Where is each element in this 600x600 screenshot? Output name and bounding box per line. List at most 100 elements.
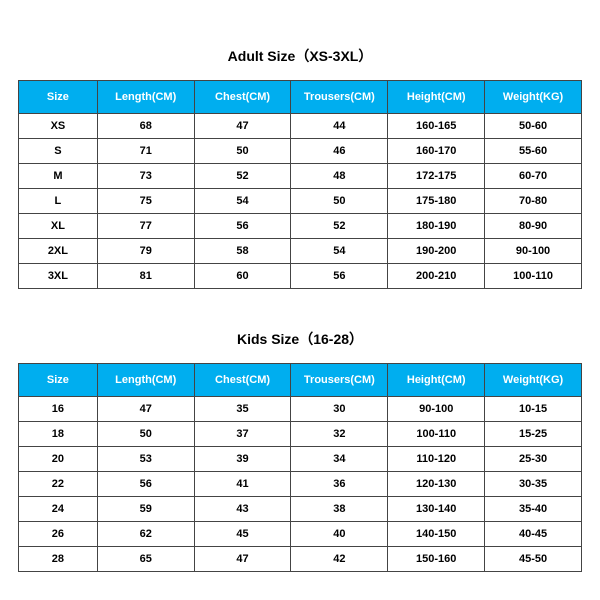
table-cell: 47 — [97, 397, 194, 422]
table-cell: 35-40 — [485, 497, 582, 522]
table-cell: 160-165 — [388, 114, 485, 139]
table-cell: 90-100 — [485, 239, 582, 264]
table-cell: 200-210 — [388, 264, 485, 289]
table-cell: 43 — [194, 497, 291, 522]
table-cell: 37 — [194, 422, 291, 447]
kids-size-title: Kids Size（16-28） — [18, 329, 582, 349]
table-cell: 40-45 — [485, 522, 582, 547]
table-cell: 100-110 — [388, 422, 485, 447]
col-size: Size — [19, 364, 98, 397]
table-cell: 58 — [194, 239, 291, 264]
table-cell: 59 — [97, 497, 194, 522]
table-cell: 150-160 — [388, 547, 485, 572]
table-cell: 56 — [291, 264, 388, 289]
table-row: 18503732100-11015-25 — [19, 422, 582, 447]
table-cell: 15-25 — [485, 422, 582, 447]
table-cell: 26 — [19, 522, 98, 547]
table-cell: 20 — [19, 447, 98, 472]
table-row: 24594338130-14035-40 — [19, 497, 582, 522]
table-cell: 77 — [97, 214, 194, 239]
table-cell: 160-170 — [388, 139, 485, 164]
table-cell: 35 — [194, 397, 291, 422]
table-cell: 50 — [97, 422, 194, 447]
col-size: Size — [19, 81, 98, 114]
col-weight: Weight(KG) — [485, 364, 582, 397]
table-row: 28654742150-16045-50 — [19, 547, 582, 572]
table-cell: 54 — [194, 189, 291, 214]
table-cell: 79 — [97, 239, 194, 264]
table-row: 1647353090-10010-15 — [19, 397, 582, 422]
table-cell: 60 — [194, 264, 291, 289]
table-cell: XL — [19, 214, 98, 239]
table-cell: 34 — [291, 447, 388, 472]
col-chest: Chest(CM) — [194, 81, 291, 114]
table-row: XS684744160-16550-60 — [19, 114, 582, 139]
col-height: Height(CM) — [388, 81, 485, 114]
table-row: XL775652180-19080-90 — [19, 214, 582, 239]
table-cell: 75 — [97, 189, 194, 214]
table-cell: 68 — [97, 114, 194, 139]
table-cell: S — [19, 139, 98, 164]
table-cell: 41 — [194, 472, 291, 497]
table-cell: 25-30 — [485, 447, 582, 472]
table-cell: 45 — [194, 522, 291, 547]
adult-size-title: Adult Size（XS-3XL） — [18, 46, 582, 66]
table-cell: 10-15 — [485, 397, 582, 422]
table-cell: 54 — [291, 239, 388, 264]
col-height: Height(CM) — [388, 364, 485, 397]
table-row: M735248172-17560-70 — [19, 164, 582, 189]
table-row: 2XL795854190-20090-100 — [19, 239, 582, 264]
col-length: Length(CM) — [97, 81, 194, 114]
table-cell: 190-200 — [388, 239, 485, 264]
table-cell: 73 — [97, 164, 194, 189]
table-cell: 24 — [19, 497, 98, 522]
table-cell: 53 — [97, 447, 194, 472]
table-cell: 47 — [194, 547, 291, 572]
col-trousers: Trousers(CM) — [291, 81, 388, 114]
table-cell: 30-35 — [485, 472, 582, 497]
col-length: Length(CM) — [97, 364, 194, 397]
table-cell: 40 — [291, 522, 388, 547]
table-cell: 38 — [291, 497, 388, 522]
table-cell: 180-190 — [388, 214, 485, 239]
table-cell: 50 — [291, 189, 388, 214]
table-cell: 46 — [291, 139, 388, 164]
col-chest: Chest(CM) — [194, 364, 291, 397]
table-cell: 172-175 — [388, 164, 485, 189]
table-cell: 45-50 — [485, 547, 582, 572]
table-cell: 18 — [19, 422, 98, 447]
table-cell: 36 — [291, 472, 388, 497]
table-row: S715046160-17055-60 — [19, 139, 582, 164]
table-cell: 71 — [97, 139, 194, 164]
table-cell: 70-80 — [485, 189, 582, 214]
table-cell: 120-130 — [388, 472, 485, 497]
table-cell: 30 — [291, 397, 388, 422]
table-cell: 110-120 — [388, 447, 485, 472]
table-cell: 44 — [291, 114, 388, 139]
table-cell: 55-60 — [485, 139, 582, 164]
table-cell: 50-60 — [485, 114, 582, 139]
table-cell: 175-180 — [388, 189, 485, 214]
table-header-row: Size Length(CM) Chest(CM) Trousers(CM) H… — [19, 364, 582, 397]
table-cell: L — [19, 189, 98, 214]
table-cell: 42 — [291, 547, 388, 572]
table-cell: 65 — [97, 547, 194, 572]
table-cell: 62 — [97, 522, 194, 547]
table-cell: 100-110 — [485, 264, 582, 289]
table-cell: 32 — [291, 422, 388, 447]
table-cell: 48 — [291, 164, 388, 189]
table-cell: 22 — [19, 472, 98, 497]
table-cell: 47 — [194, 114, 291, 139]
table-cell: 3XL — [19, 264, 98, 289]
table-cell: 81 — [97, 264, 194, 289]
table-row: 26624540140-15040-45 — [19, 522, 582, 547]
table-cell: 56 — [97, 472, 194, 497]
table-cell: 90-100 — [388, 397, 485, 422]
table-row: 3XL816056200-210100-110 — [19, 264, 582, 289]
table-cell: 16 — [19, 397, 98, 422]
col-trousers: Trousers(CM) — [291, 364, 388, 397]
kids-size-table: Size Length(CM) Chest(CM) Trousers(CM) H… — [18, 363, 582, 572]
table-cell: 60-70 — [485, 164, 582, 189]
table-cell: XS — [19, 114, 98, 139]
table-cell: 56 — [194, 214, 291, 239]
